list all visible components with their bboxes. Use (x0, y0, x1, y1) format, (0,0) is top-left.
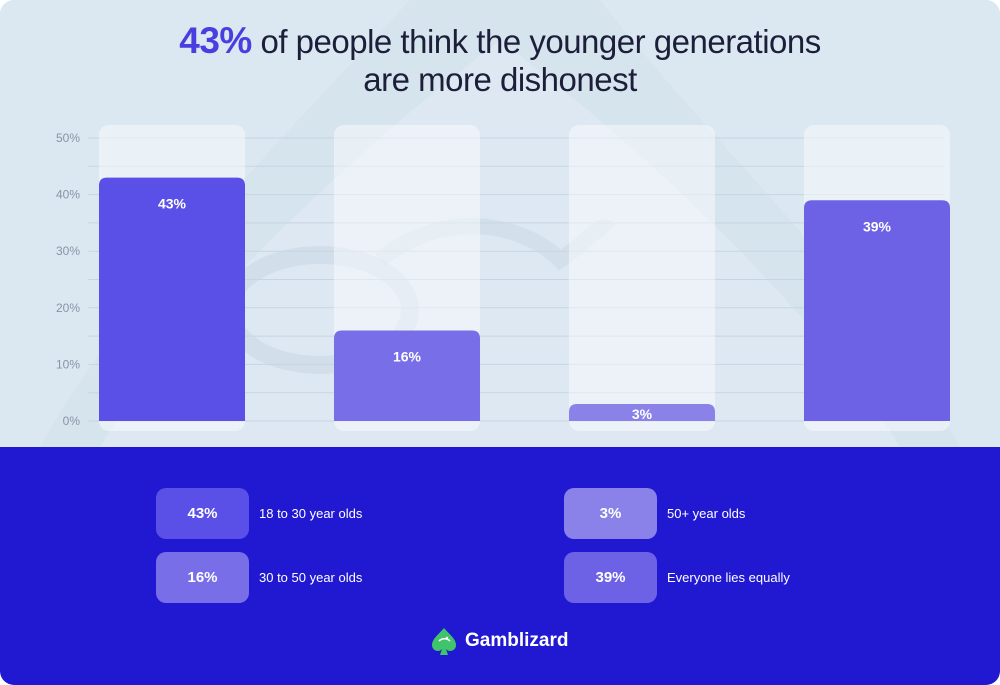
title-highlight: 43% (179, 20, 252, 61)
legend-label: 30 to 50 year olds (259, 570, 363, 585)
y-tick-label: 20% (56, 301, 80, 315)
title-line-2: are more dishonest (363, 61, 637, 98)
bar-data-label: 16% (393, 348, 422, 364)
spade-lizard-icon (432, 628, 456, 655)
y-tick-label: 0% (63, 414, 81, 428)
bar-chart: 0% 10% 20% 30% 40% 50% 43% 16% 3% 39% (56, 125, 950, 431)
y-tick-label: 10% (56, 357, 80, 371)
bar-track (569, 125, 715, 431)
legend-value-box: 16% (156, 552, 249, 603)
bar (99, 177, 245, 421)
chart-title: 43% of people think the younger generati… (0, 22, 1000, 99)
legend-item-30-50: 16% 30 to 50 year olds (156, 552, 362, 603)
chart-panel: 43% of people think the younger generati… (0, 21, 1000, 431)
bar (569, 404, 715, 421)
legend-value-box: 3% (564, 488, 657, 539)
legend-label: Everyone lies equally (667, 570, 790, 585)
legend-label: 50+ year olds (667, 506, 746, 521)
legend-label: 18 to 30 year olds (259, 506, 363, 521)
bar-data-label: 43% (158, 196, 187, 212)
legend-value-box: 43% (156, 488, 249, 539)
legend-item-18-30: 43% 18 to 30 year olds (156, 488, 362, 539)
y-tick-label: 50% (56, 131, 80, 145)
y-tick-label: 30% (56, 244, 80, 258)
bar-data-label: 39% (863, 218, 892, 234)
y-tick-label: 40% (56, 188, 80, 202)
title-line-1-text: of people think the younger generations (251, 23, 821, 60)
legend-item-everyone: 39% Everyone lies equally (564, 552, 790, 603)
title-line-1: 43% of people think the younger generati… (0, 22, 1000, 61)
bar (804, 200, 950, 421)
legend-value-box: 39% (564, 552, 657, 603)
brand-name: Gamblizard (465, 630, 569, 651)
bar (334, 330, 480, 421)
legend-item-50-plus: 3% 50+ year olds (564, 488, 745, 539)
brand-logo: Gamblizard (429, 626, 568, 656)
bar-data-label: 3% (632, 406, 653, 422)
